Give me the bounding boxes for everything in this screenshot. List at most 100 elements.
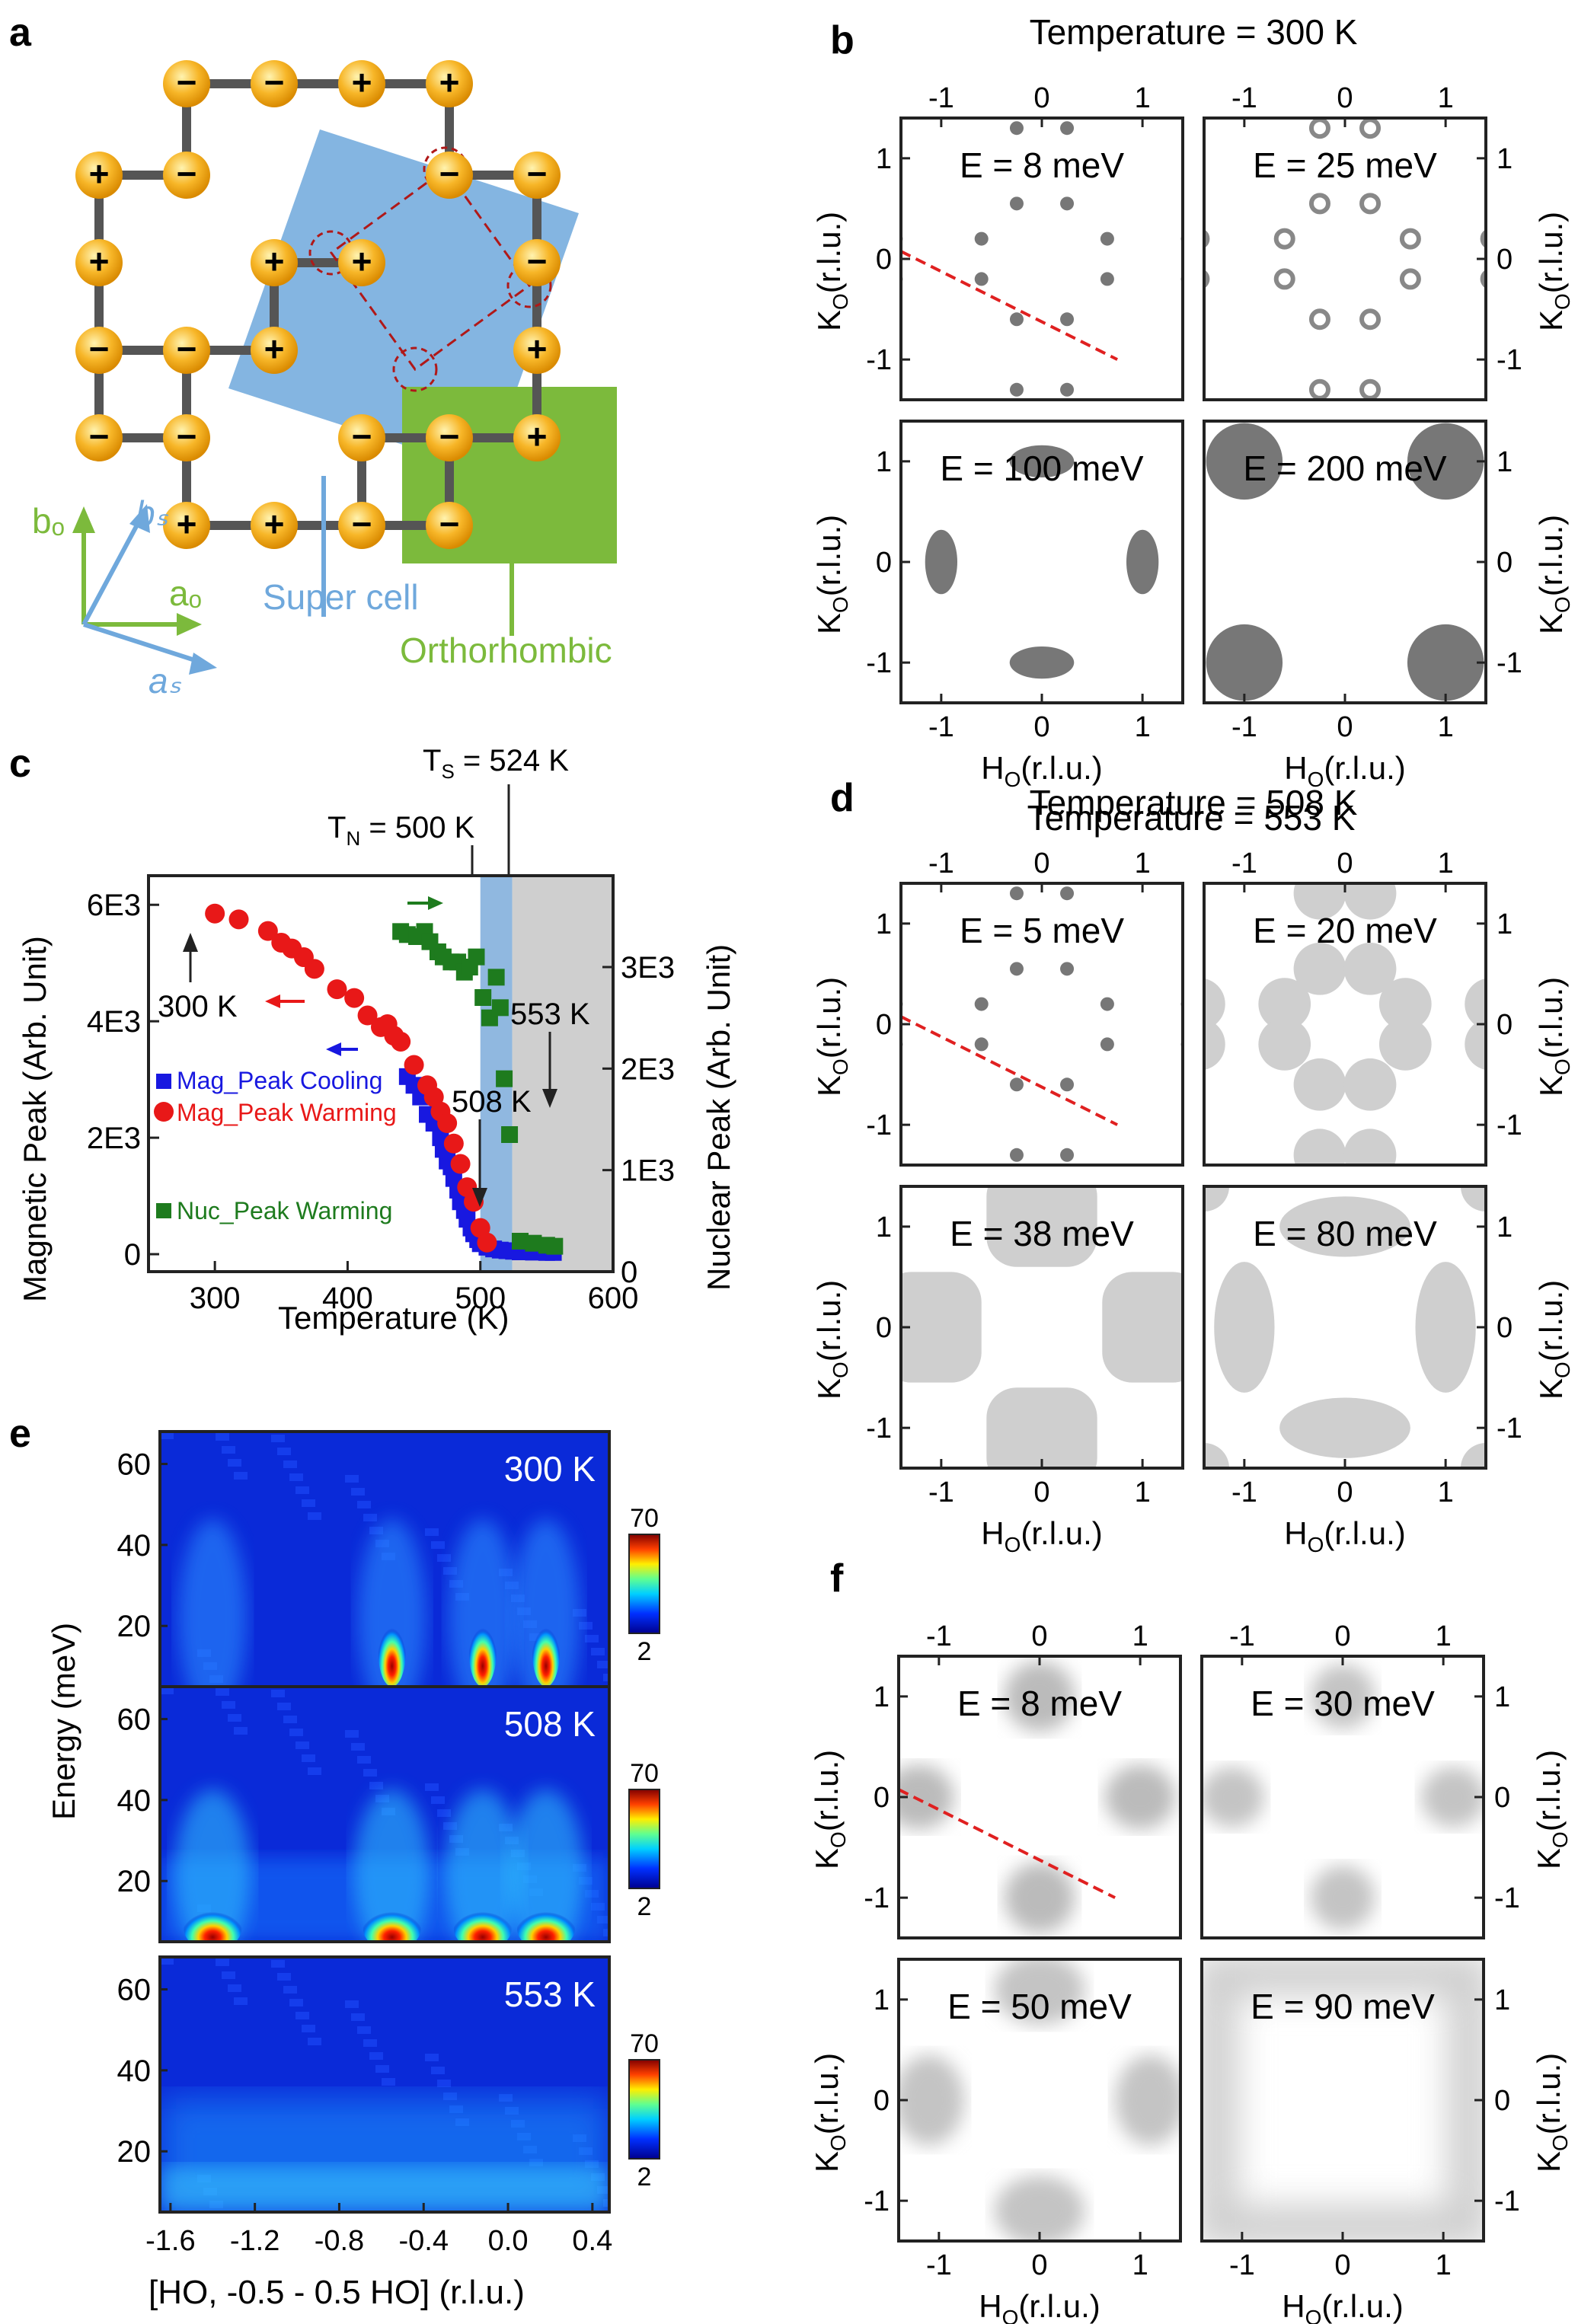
panel-b-grid: Temperature = 300 KE = 8 meV-11001-1KO(r… <box>811 12 1574 791</box>
tick-left: 0 <box>876 1009 892 1041</box>
energy-label: E = 50 meV <box>947 1987 1132 2026</box>
colorbar-max: 70 <box>630 1759 659 1788</box>
atom <box>251 239 298 286</box>
spot <box>1204 1442 1230 1468</box>
spot <box>1399 268 1421 290</box>
e-ytick: 60 <box>117 1448 152 1482</box>
hot-spot <box>363 1905 421 1942</box>
colorbar <box>628 1534 660 1634</box>
atom <box>163 152 210 199</box>
e-xtick: -0.4 <box>399 2225 449 2257</box>
tick-left: -1 <box>866 647 892 679</box>
panel_f-title: Temperature = 553 K <box>1027 798 1356 838</box>
tick-bottom: 1 <box>1438 711 1454 743</box>
ko-axis-label: KO(r.l.u.) <box>809 2053 850 2172</box>
tick-bottom: 1 <box>1438 1476 1454 1508</box>
tick-bottom: 1 <box>1135 1476 1151 1508</box>
colorbar-min: 2 <box>637 2163 652 2192</box>
atom <box>426 152 473 199</box>
spot <box>1009 962 1024 976</box>
point-2 <box>491 999 509 1017</box>
colorbar <box>628 1789 660 1889</box>
e-ytick: 60 <box>117 1974 152 2007</box>
spot <box>1100 997 1114 1011</box>
temp-label: 300 K <box>504 1449 596 1489</box>
point-2 <box>525 1234 542 1252</box>
minus-sign: − <box>177 62 197 102</box>
panel_f-subplot-3: E = 90 meV -1 1 0 0 1 -1 KO(r.l.u.) HO(r.l.u.) <box>1200 1958 1572 2324</box>
spot <box>1204 978 1225 1030</box>
atom <box>251 60 298 107</box>
tick-left: -1 <box>866 344 892 376</box>
spot <box>1359 308 1382 330</box>
spot <box>1126 529 1159 595</box>
energy-label: E = 5 meV <box>960 911 1124 950</box>
atom <box>338 502 385 549</box>
spot <box>1204 1018 1225 1071</box>
plus-sign: + <box>352 241 372 281</box>
energy-label: E = 8 meV <box>960 145 1124 185</box>
point-1 <box>257 921 278 941</box>
e-xlabel: [HO, -0.5 - 0.5 HO] (r.l.u.) <box>149 2274 525 2311</box>
panel_d-subplot-3: E = 80 meV -1 1 0 0 1 -1 KO(r.l.u.) HO(r.l.u.) <box>1203 1185 1574 1556</box>
spot <box>1258 1018 1311 1071</box>
tick-left: 0 <box>876 547 892 579</box>
energy-label: E = 38 meV <box>950 1214 1134 1253</box>
tick-bottom: -1 <box>926 2249 952 2281</box>
tick-left: 1 <box>876 143 892 175</box>
spot <box>1100 231 1114 246</box>
minus-sign: − <box>264 62 285 102</box>
atom <box>513 239 561 286</box>
ao-label: aₒ <box>169 573 202 613</box>
energy-label: E = 100 meV <box>940 449 1144 488</box>
spot <box>1009 886 1024 901</box>
atom <box>163 502 210 549</box>
panel-e-heatmaps: 300 K 70 2 20 40 60 508 K 70 2 20 40 60 553 K 70 2 20 40… <box>117 1430 660 2257</box>
ko-axis-label: KO(r.l.u.) <box>1533 1280 1574 1400</box>
spot <box>1060 312 1075 327</box>
tick-right: 0 <box>1497 547 1513 579</box>
spot <box>974 1037 989 1052</box>
c-xtick: 600 <box>588 1282 639 1315</box>
spot <box>1279 1196 1410 1257</box>
cut-line <box>901 249 1119 361</box>
tick-right: -1 <box>1497 1109 1522 1141</box>
ko-axis-label: KO(r.l.u.) <box>811 1280 852 1400</box>
atom <box>251 327 298 374</box>
spot <box>1378 978 1432 1030</box>
legend-warming: Mag_Peak Warming <box>177 1099 397 1126</box>
atom <box>513 152 561 199</box>
c-ytick-left: 0 <box>124 1238 141 1272</box>
c-xtick: 500 <box>455 1282 506 1315</box>
spot <box>1378 1018 1432 1071</box>
atom <box>426 60 473 107</box>
tick-bottom: -1 <box>928 711 954 743</box>
spot <box>1308 378 1330 400</box>
plus-sign: + <box>527 329 548 369</box>
spot <box>1060 121 1075 136</box>
spot <box>1460 1186 1486 1212</box>
tick-right: 0 <box>1497 1312 1513 1344</box>
spot <box>1009 1148 1024 1162</box>
legend-cooling-marker <box>156 1074 171 1089</box>
point-1 <box>450 1154 471 1174</box>
c-xtick: 300 <box>190 1282 241 1315</box>
hot-spot <box>532 1618 560 1687</box>
tick-right: -1 <box>1497 344 1522 376</box>
tick-top: -1 <box>926 1620 952 1652</box>
spot <box>1421 1767 1484 1828</box>
point-1 <box>304 959 324 979</box>
tick-bottom: 0 <box>1033 711 1049 743</box>
point-2 <box>474 989 492 1006</box>
tick-left: 1 <box>874 1681 890 1713</box>
tick-right: 1 <box>1497 908 1513 940</box>
minus-sign: − <box>439 417 460 456</box>
spot <box>899 2054 964 2146</box>
spot <box>994 1959 1085 2025</box>
ko-axis-label: KO(r.l.u.) <box>1533 212 1574 331</box>
tick-top: -1 <box>1229 1620 1255 1652</box>
panel-label-a: a <box>9 11 32 55</box>
c-xlabel: Temperature (K) <box>278 1300 509 1336</box>
point-1 <box>344 988 365 1008</box>
